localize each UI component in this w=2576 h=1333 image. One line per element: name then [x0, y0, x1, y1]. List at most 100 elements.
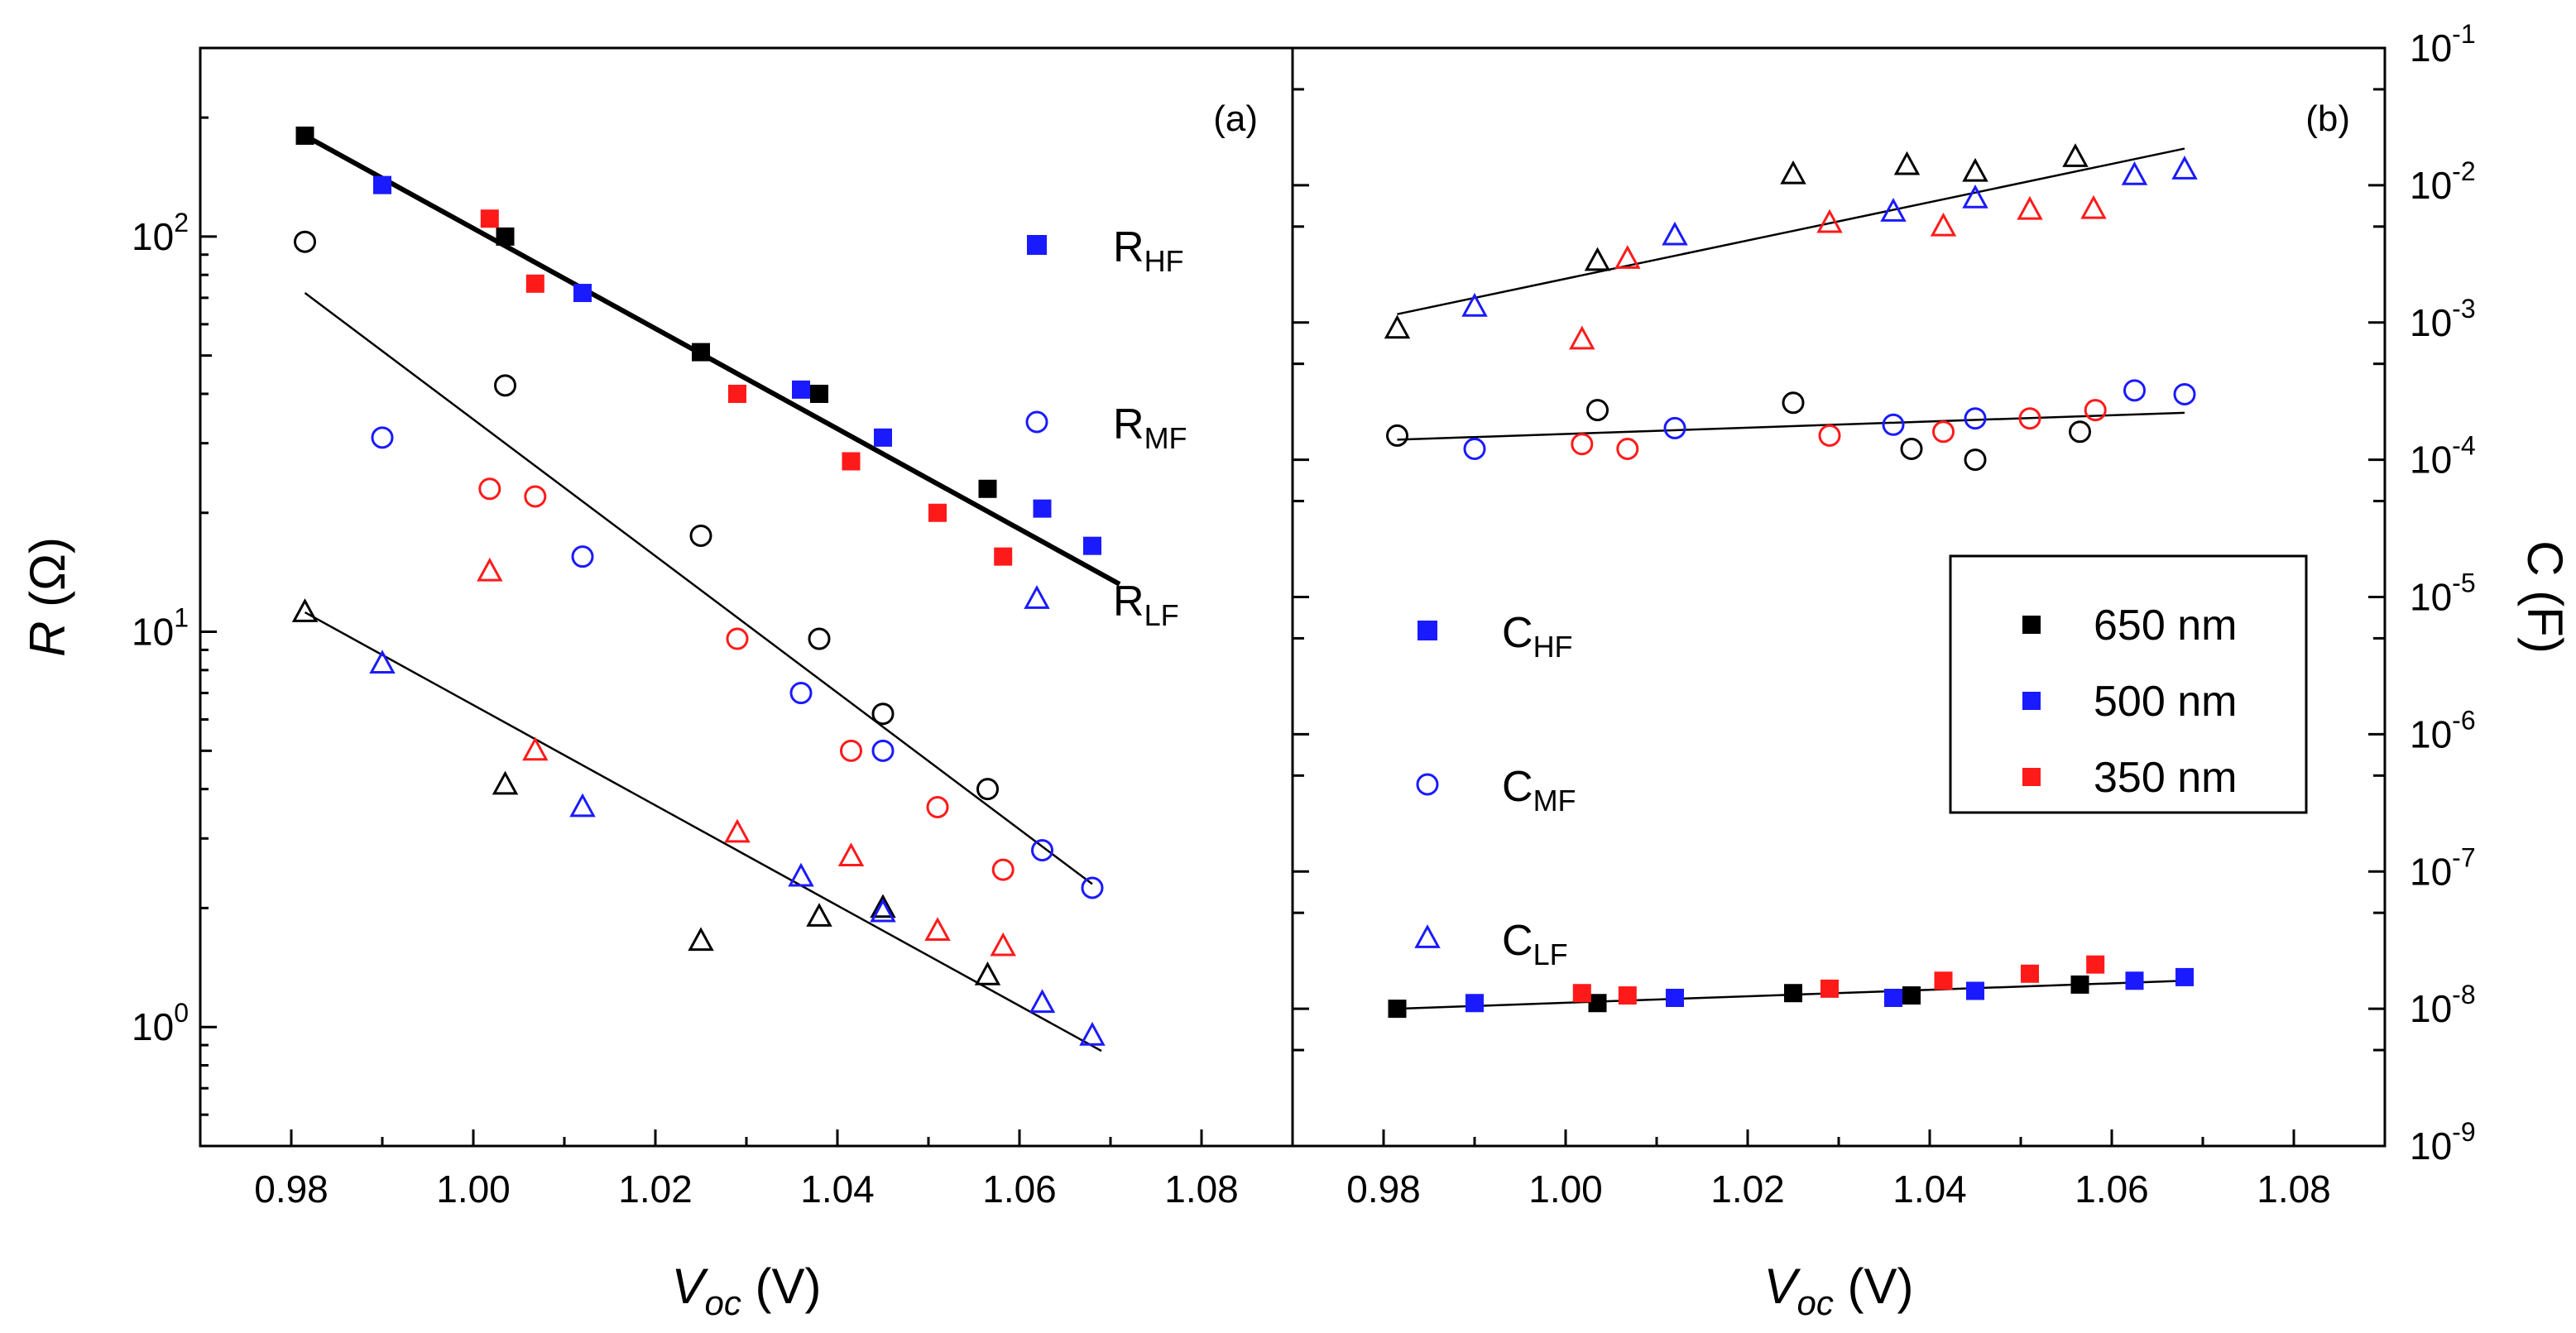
data-point	[976, 778, 999, 801]
data-series	[291, 598, 1001, 985]
x-tick-label: 1.08	[2257, 1168, 2331, 1211]
y-tick-label: 102	[132, 208, 189, 258]
x-tick-label: 1.02	[618, 1168, 693, 1211]
data-point	[726, 627, 749, 650]
legend-label: 500 nm	[2094, 678, 2237, 726]
data-series	[369, 650, 1106, 1046]
legend-marker	[1416, 773, 1439, 796]
data-point	[974, 961, 1001, 985]
fit-line	[1397, 147, 2185, 315]
data-series	[1388, 975, 2089, 1019]
data-point	[1820, 979, 1839, 998]
y-tick-label: 10-1	[2410, 19, 2476, 70]
x-axis: 0.98 1.00 1.02 1.04 1.06 1.08	[199, 1129, 1239, 1211]
data-point	[2175, 967, 2194, 986]
data-point	[870, 894, 896, 918]
y-tick-label: 101	[132, 603, 189, 654]
data-point	[1962, 185, 1988, 209]
data-point	[837, 842, 865, 867]
data-point	[2121, 161, 2148, 185]
data-point	[806, 903, 832, 927]
legend: CHF CMF CLF	[1414, 609, 1576, 971]
data-point	[1572, 984, 1591, 1003]
legend-label: RHF	[1113, 223, 1184, 278]
data-point	[1932, 420, 1955, 444]
data-point	[524, 485, 547, 508]
data-point	[1616, 437, 1639, 460]
data-point	[480, 209, 499, 228]
data-point	[692, 343, 710, 362]
data-series	[1461, 156, 2198, 317]
data-point	[1388, 1000, 1407, 1019]
data-point	[1934, 971, 1953, 990]
data-point	[1033, 499, 1052, 518]
data-point	[688, 927, 714, 952]
data-point	[789, 682, 813, 705]
fit-line	[304, 133, 1121, 587]
data-point	[792, 380, 810, 399]
data-point	[1882, 413, 1905, 436]
data-point	[874, 428, 892, 447]
data-point	[1784, 984, 1802, 1003]
data-point	[2171, 156, 2198, 180]
data-point	[2021, 964, 2039, 983]
data-point	[1884, 988, 1902, 1007]
legend-marker	[1025, 410, 1048, 434]
data-series	[294, 230, 999, 801]
x-axis-title: Voc (V)	[1763, 1259, 1913, 1322]
data-point	[1930, 212, 1957, 237]
data-point	[1031, 839, 1053, 862]
data-series	[371, 426, 1104, 899]
data-point	[991, 858, 1015, 881]
y-tick-label: 100	[132, 998, 189, 1048]
data-series	[1569, 194, 2107, 350]
x-axis: 0.98 1.00 1.02 1.04 1.06 1.08	[1291, 1129, 2331, 1211]
data-point	[492, 770, 519, 795]
data-point	[2084, 399, 2107, 422]
data-series	[1571, 399, 2107, 460]
data-point	[369, 650, 396, 674]
data-point	[1893, 151, 1921, 175]
data-point	[1964, 448, 1987, 472]
data-point	[1966, 981, 1984, 1000]
legend-marker	[2022, 692, 2041, 710]
data-series	[1384, 143, 2089, 339]
data-point	[373, 175, 391, 194]
data-series	[373, 175, 1101, 555]
fit-lines	[304, 133, 1121, 1052]
data-point	[1880, 198, 1907, 222]
legend-marker	[1027, 235, 1047, 255]
data-point	[1780, 160, 1806, 185]
data-point	[496, 227, 515, 246]
x-tick-label: 1.06	[982, 1168, 1057, 1211]
data-point	[1083, 536, 1101, 555]
data-point	[2125, 971, 2144, 990]
data-series	[1463, 379, 2196, 460]
y-tick-label: 10-4	[2410, 431, 2476, 482]
data-series	[477, 557, 1016, 957]
legend-label: 650 nm	[2094, 602, 2237, 650]
data-point	[2017, 195, 2043, 220]
legend-marker	[2022, 616, 2041, 634]
data-point	[494, 374, 516, 397]
x-tick-label: 1.08	[1164, 1168, 1239, 1211]
data-point	[994, 547, 1013, 566]
data-point	[978, 479, 997, 498]
data-point	[870, 898, 896, 923]
data-point	[689, 524, 712, 547]
data-point	[842, 452, 861, 471]
data-point	[924, 917, 951, 941]
x-tick-label: 0.98	[1346, 1168, 1421, 1211]
data-point	[1571, 433, 1594, 456]
y-tick-label: 10-2	[2410, 156, 2476, 207]
y-tick-label: 10-5	[2410, 568, 2476, 619]
y-tick-label: 10-3	[2410, 294, 2476, 344]
data-point	[2018, 407, 2041, 430]
y-tick-label: 10-8	[2410, 980, 2476, 1030]
data-point	[810, 384, 828, 403]
legend-marker	[1414, 924, 1441, 948]
x-tick-label: 1.00	[436, 1168, 511, 1211]
data-point	[477, 557, 503, 582]
data-point	[1902, 986, 1921, 1005]
x-axis-title: Voc (V)	[671, 1259, 821, 1322]
